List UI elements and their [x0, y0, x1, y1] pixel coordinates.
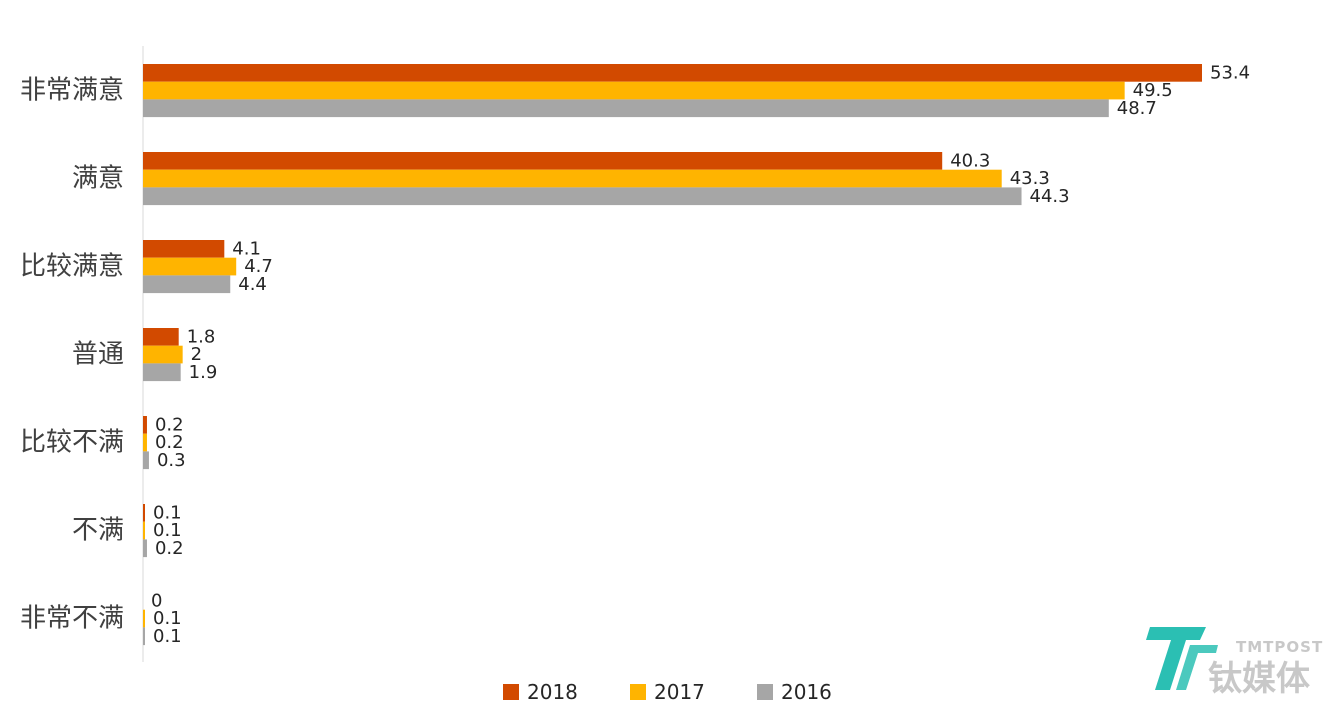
- watermark: TMTPOST 钛媒体: [1146, 627, 1323, 699]
- data-label: 1.8: [187, 326, 216, 347]
- bar-2017: [143, 81, 1125, 100]
- category-label: 比较不满: [20, 428, 124, 458]
- bar-2018: [143, 152, 943, 170]
- legend-label: 2016: [781, 680, 832, 704]
- bar-2018: [143, 504, 145, 522]
- data-label: 0.1: [153, 502, 182, 523]
- category-label: 比较满意: [20, 252, 124, 282]
- bar-2017: [143, 345, 183, 364]
- category-label: 非常满意: [20, 76, 124, 106]
- bar-2016: [143, 363, 181, 382]
- bar-2016: [143, 275, 231, 294]
- bar-2016: [143, 627, 145, 646]
- legend: 2018 2017 2016: [503, 680, 832, 704]
- data-label: 4.1: [232, 238, 261, 259]
- category-label: 非常不满: [20, 604, 124, 634]
- watermark-brand-en: TMTPOST: [1236, 638, 1323, 656]
- bar-2017: [143, 169, 1002, 188]
- data-label: 53.4: [1210, 62, 1250, 83]
- data-label: 0: [151, 590, 162, 611]
- bar-2017: [143, 521, 145, 540]
- data-label: 0.1: [153, 608, 182, 629]
- data-label: 0.2: [155, 414, 184, 435]
- bar-2017: [143, 609, 145, 628]
- data-label: 43.3: [1010, 168, 1050, 189]
- bar-2017: [143, 433, 147, 452]
- bar-2016: [143, 99, 1109, 118]
- bar-2017: [143, 257, 237, 276]
- data-label: 0.1: [153, 520, 182, 541]
- legend-swatch-2016: [757, 684, 773, 700]
- data-label: 0.1: [153, 626, 182, 647]
- legend-label: 2018: [527, 680, 578, 704]
- data-label: 0.2: [155, 538, 184, 559]
- bar-2018: [143, 240, 225, 258]
- data-label: 4.4: [238, 274, 267, 295]
- data-label: 4.7: [244, 256, 273, 277]
- bar-2018: [143, 328, 179, 346]
- data-label: 2: [191, 344, 202, 365]
- tmtpost-logo-icon: [1146, 627, 1218, 690]
- legend-label: 2017: [654, 680, 705, 704]
- bar-2016: [143, 539, 147, 558]
- category-label: 不满: [72, 516, 124, 546]
- bar-2016: [143, 451, 149, 470]
- data-label: 44.3: [1030, 186, 1070, 207]
- category-label: 普通: [72, 340, 124, 370]
- data-label: 0.2: [155, 432, 184, 453]
- bar-2018: [143, 64, 1202, 82]
- bar-2018: [143, 416, 147, 434]
- watermark-brand-zh: 钛媒体: [1208, 659, 1310, 699]
- bar-2016: [143, 187, 1022, 206]
- data-label: 0.3: [157, 450, 186, 471]
- legend-swatch-2017: [630, 684, 646, 700]
- category-label: 满意: [72, 164, 124, 194]
- data-label: 48.7: [1117, 98, 1157, 119]
- data-label: 1.9: [189, 362, 218, 383]
- data-label: 49.5: [1133, 80, 1173, 101]
- legend-swatch-2018: [503, 684, 519, 700]
- data-label: 40.3: [950, 150, 990, 171]
